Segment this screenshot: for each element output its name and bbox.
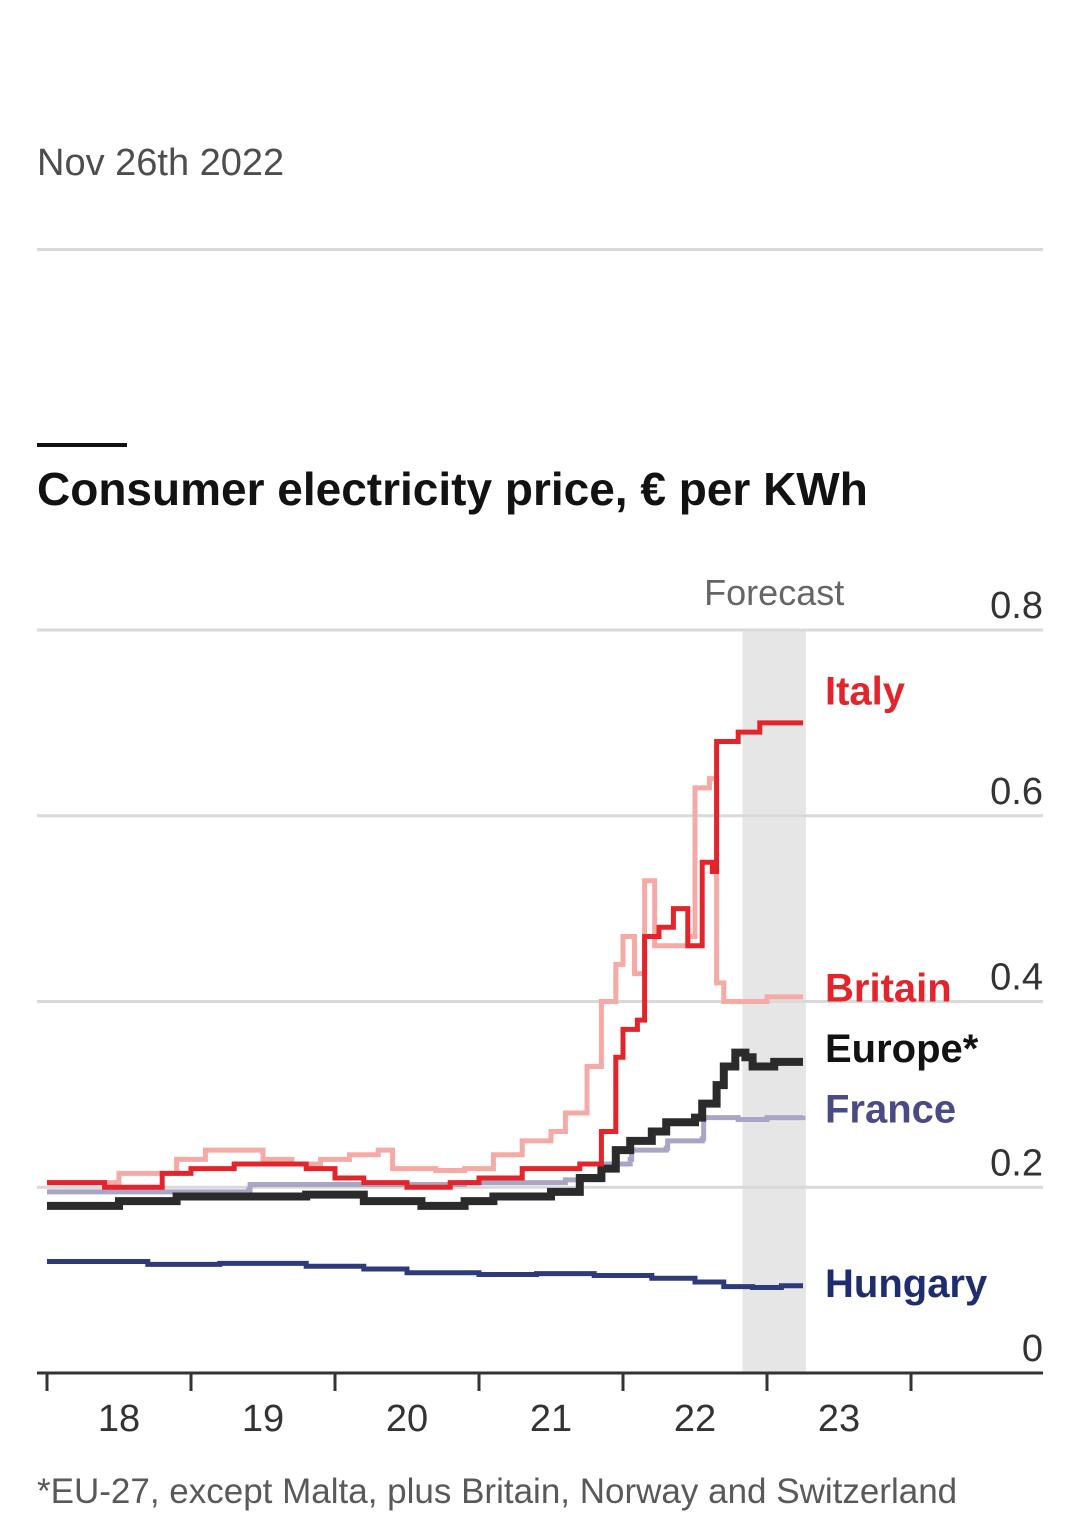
y-tick-label: 0.2 bbox=[990, 1142, 1043, 1184]
x-tick-label: 18 bbox=[98, 1398, 140, 1440]
series-line-europe bbox=[47, 1048, 803, 1210]
y-tick-label: 0.4 bbox=[990, 957, 1043, 999]
header-divider bbox=[37, 248, 1043, 251]
series-line-italy bbox=[47, 720, 803, 1190]
title-rule bbox=[37, 443, 127, 447]
chart-title: Consumer electricity price, € per KWh bbox=[37, 463, 868, 515]
x-tick-label: 19 bbox=[242, 1398, 284, 1440]
series-label-france: France bbox=[825, 1087, 956, 1131]
footnote: *EU-27, except Malta, plus Britain, Norw… bbox=[37, 1472, 958, 1511]
x-tick-label: 22 bbox=[674, 1398, 716, 1440]
series-line-hungary bbox=[47, 1259, 803, 1291]
x-tick-label: 21 bbox=[530, 1398, 572, 1440]
series-label-europe: Europe* bbox=[825, 1027, 979, 1071]
y-tick-label: 0.6 bbox=[990, 771, 1043, 813]
x-tick-label: 23 bbox=[818, 1398, 860, 1440]
y-tick-label: 0.8 bbox=[990, 585, 1043, 627]
series-label-hungary: Hungary bbox=[825, 1262, 988, 1306]
x-tick-label: 20 bbox=[386, 1398, 428, 1440]
series-line-britain bbox=[47, 776, 803, 1186]
cropped-headline-fragment bbox=[520, 0, 560, 12]
dateline: Nov 26th 2022 bbox=[37, 142, 285, 184]
forecast-label: Forecast bbox=[704, 572, 844, 613]
series-label-italy: Italy bbox=[825, 669, 906, 713]
series-label-britain: Britain bbox=[825, 967, 952, 1011]
line-chart: Forecast 0 0.2 0.4 0.6 0.8 Italy Britain Europ… bbox=[37, 572, 1043, 1440]
y-tick-label: 0 bbox=[1022, 1328, 1043, 1370]
